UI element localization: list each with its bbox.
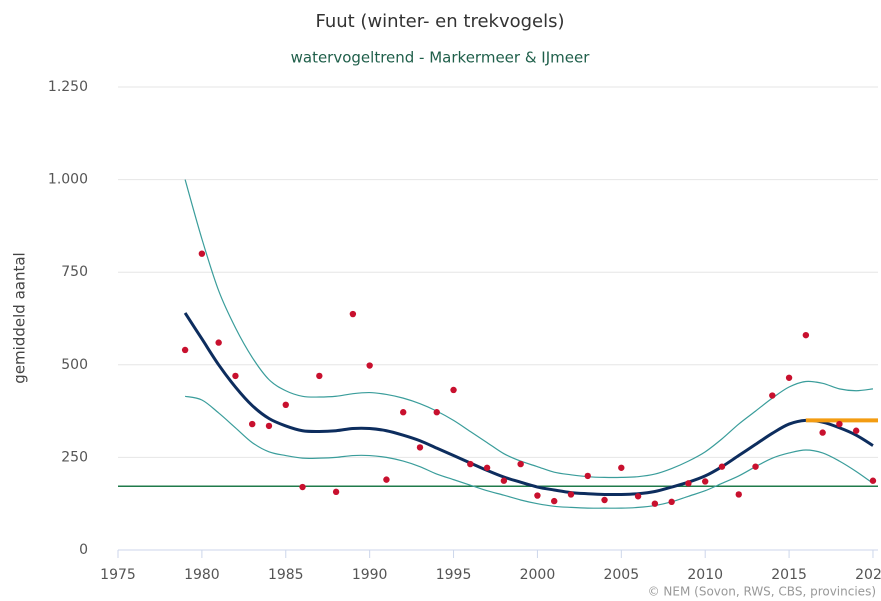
data-point (584, 472, 591, 480)
data-point (735, 491, 742, 498)
x-tick-label: 1985 (268, 567, 304, 583)
data-point (181, 346, 189, 354)
y-tick-label: 1.250 (48, 79, 88, 95)
data-point (332, 488, 340, 496)
data-point (299, 483, 306, 491)
x-tick-label: 1975 (100, 567, 136, 583)
data-point (483, 464, 491, 471)
data-point (567, 491, 575, 498)
data-point (500, 477, 508, 484)
data-point (433, 409, 440, 416)
y-tick-label: 500 (61, 357, 88, 373)
data-point (819, 429, 826, 436)
y-tick-label: 1.000 (48, 172, 88, 188)
data-point (349, 310, 357, 318)
x-tick-label: 2015 (771, 567, 807, 583)
x-tick-label: 2005 (603, 567, 639, 583)
credits: © NEM (Sovon, RWS, CBS, provincies) (648, 585, 876, 599)
y-tick-label: 750 (61, 264, 88, 280)
data-point (618, 464, 625, 471)
data-point (215, 339, 222, 346)
x-tick-label: 2020 (855, 567, 881, 583)
data-point (198, 250, 206, 257)
data-point (785, 374, 793, 381)
data-point (249, 420, 256, 428)
data-point (366, 362, 373, 369)
data-point (551, 497, 558, 505)
trend-line (184, 395, 874, 509)
data-point (634, 493, 642, 500)
data-point (852, 427, 860, 434)
data-point (869, 477, 877, 484)
data-point (517, 460, 524, 468)
y-axis-title: gemiddeld aantal (11, 252, 29, 383)
x-tick-label: 1995 (436, 567, 472, 583)
x-tick-label: 2000 (520, 567, 556, 583)
x-tick-label: 1980 (184, 567, 220, 583)
data-point (718, 463, 726, 470)
data-point (836, 420, 843, 428)
data-point (651, 500, 659, 507)
data-point (769, 392, 776, 399)
data-point (467, 460, 474, 468)
data-point (534, 492, 541, 499)
data-point (752, 463, 759, 470)
data-point (450, 386, 457, 394)
trend-line (183, 312, 874, 497)
x-tick-label: 2010 (687, 567, 723, 583)
data-point (701, 478, 709, 485)
chart-title: Fuut (winter- en trekvogels) (315, 11, 564, 32)
chart-subtitle: watervogeltrend - Markermeer & IJmeer (291, 49, 591, 67)
trend-line (184, 179, 874, 479)
data-point (668, 498, 675, 506)
data-point (265, 422, 273, 430)
data-point (601, 496, 608, 504)
y-tick-label: 0 (79, 542, 88, 558)
data-point (282, 401, 289, 409)
data-point (400, 409, 407, 416)
data-point (316, 372, 323, 380)
data-point (685, 480, 692, 487)
data-point (802, 331, 810, 339)
data-point (416, 444, 424, 451)
x-tick-label: 1990 (352, 567, 388, 583)
data-point (383, 476, 390, 483)
data-point (232, 372, 239, 380)
y-tick-label: 250 (61, 449, 88, 465)
